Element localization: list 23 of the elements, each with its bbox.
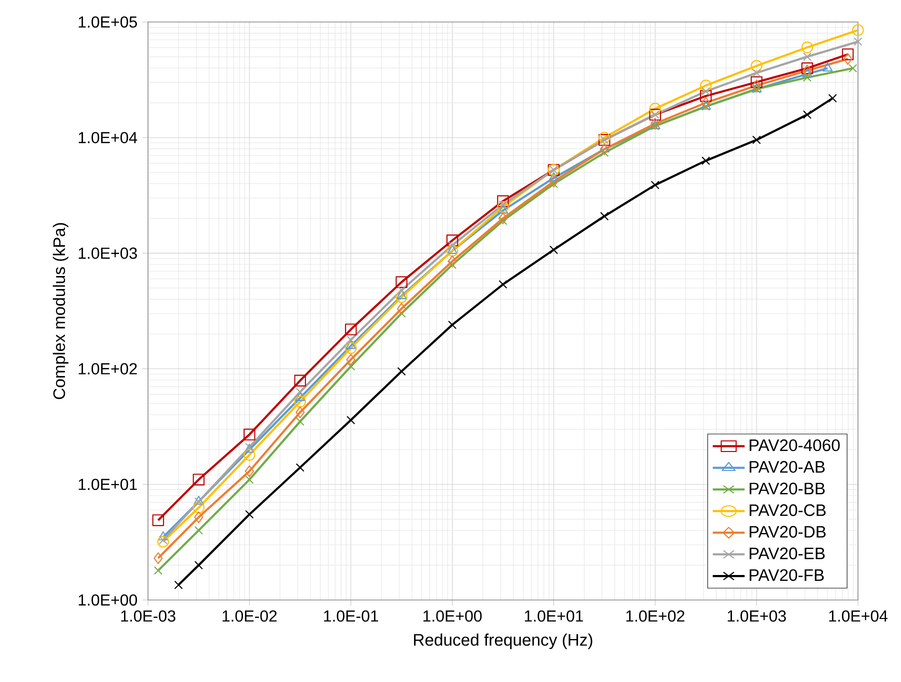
y-tick-label: 1.0E+00 — [78, 594, 138, 606]
y-tick-label: 1.0E+03 — [78, 248, 137, 259]
legend-label: PAV20-4060 — [750, 439, 840, 452]
x-tick-label: 1.0E-01 — [324, 610, 378, 622]
x-tick-label: 1.0E+02 — [626, 610, 684, 622]
y-tick-label: 1.0E+05 — [78, 16, 137, 28]
x-tick-label: 1.0E-02 — [222, 610, 277, 622]
legend-label: PAV20-AB — [750, 461, 825, 473]
legend-label: PAV20-CB — [750, 504, 826, 516]
x-axis-title: Reduced frequency (Hz) — [414, 634, 592, 650]
x-tick-label: 1.0E-03 — [121, 610, 176, 622]
x-tick-label: 1.0E+00 — [423, 610, 482, 622]
legend-label: PAV20-DB — [750, 526, 826, 538]
legend-label: PAV20-FB — [750, 569, 824, 581]
y-axis-title: Complex modulus (kPa) — [52, 223, 68, 400]
y-tick-label: 1.0E+01 — [78, 478, 137, 490]
y-tick-label: 1.0E+02 — [78, 363, 137, 374]
x-tick-label: 1.0E+01 — [524, 610, 583, 622]
legend-label: PAV20-BB — [750, 482, 825, 494]
y-tick-label: 1.0E+04 — [78, 132, 138, 144]
legend-label: PAV20-EB — [750, 548, 825, 560]
x-tick-label: 1.0E+03 — [728, 610, 786, 622]
x-tick-label: 1.0E+04 — [829, 610, 888, 622]
